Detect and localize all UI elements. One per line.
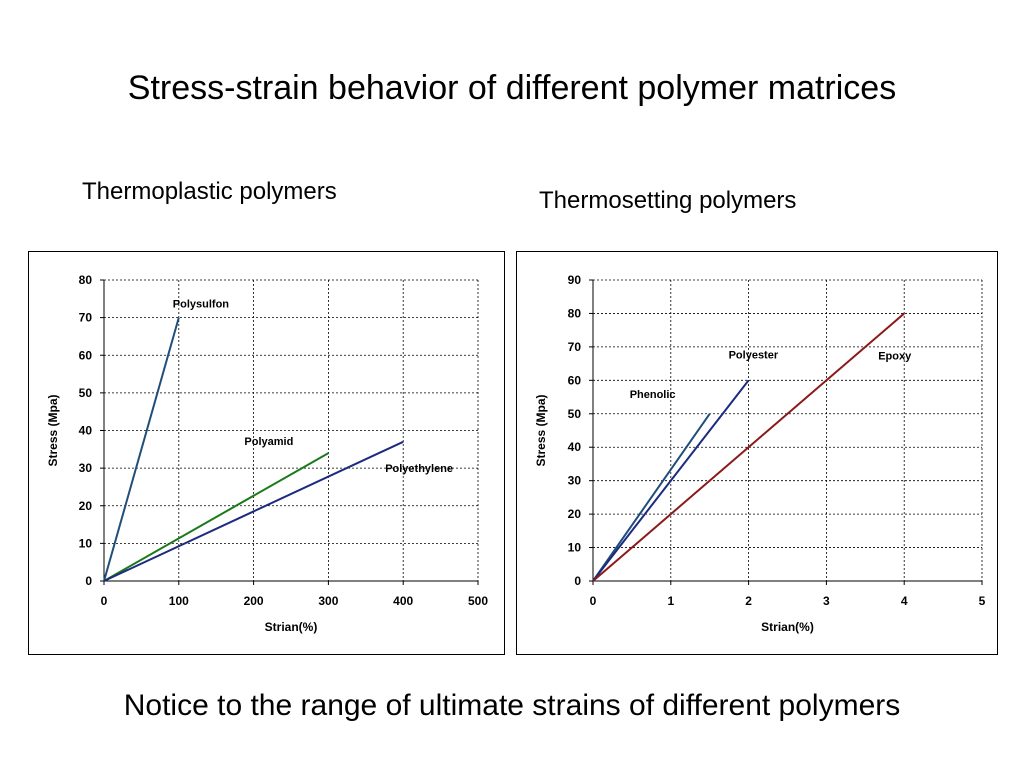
x-axis-label: Strian(%) xyxy=(265,620,318,634)
thermoplastic-chart: 0 100 200 300 400 500 0 10 20 30 40 50 60 70 80 Strian(… xyxy=(46,273,488,634)
series-line-polyester xyxy=(592,379,750,582)
y-axis-label: Stress (Mpa) xyxy=(534,394,548,466)
x-tick-label: 1 xyxy=(667,594,674,608)
y-tick-label: 50 xyxy=(79,386,93,400)
series-line-polyamid xyxy=(103,452,329,582)
y-tick-label: 40 xyxy=(568,440,582,454)
thermosetting-chart: 0 1 2 3 4 50102030405060708090Strian(%)Stress… xyxy=(534,273,986,634)
y-tick-label: 60 xyxy=(568,373,582,387)
series-line-phenolic xyxy=(592,413,711,582)
y-tick-label: 10 xyxy=(79,536,93,550)
x-tick-label: 300 xyxy=(318,594,338,608)
x-tick-label: 5 xyxy=(979,594,986,608)
y-tick-label: 90 xyxy=(568,273,582,287)
chart-title-thermosetting: Thermosetting polymers xyxy=(539,187,797,214)
y-tick-label: 30 xyxy=(79,461,93,475)
y-tick-label: 80 xyxy=(568,306,582,320)
y-tick-label: 20 xyxy=(79,499,93,513)
footer-note: Notice to the range of ultimate strains … xyxy=(123,689,901,722)
series-label-polyester: Polyester xyxy=(729,349,779,361)
x-tick-label: 4 xyxy=(901,594,908,608)
series-label-epoxy: Epoxy xyxy=(878,350,912,362)
y-tick-label: 40 xyxy=(79,424,93,438)
x-tick-label: 200 xyxy=(244,594,264,608)
series-line-epoxy xyxy=(592,312,905,582)
chart-title-thermoplastic: Thermoplastic polymers xyxy=(82,178,337,205)
x-tick-label: 0 xyxy=(590,594,597,608)
y-tick-label: 10 xyxy=(568,541,582,555)
series-line-polysulfon xyxy=(103,317,180,582)
x-tick-label: 500 xyxy=(468,594,488,608)
y-tick-label: 0 xyxy=(574,574,581,588)
y-tick-label: 50 xyxy=(568,407,582,421)
y-tick-label: 70 xyxy=(79,311,93,325)
thermosetting-chart-frame: 0 1 2 3 4 5 0 10 20 30 40 50 60 70 80 90 Strian(%) Stress… xyxy=(516,251,998,655)
series-label-polyethylene: Polyethylene xyxy=(385,463,453,475)
slide-title: Stress-strain behavior of different poly… xyxy=(127,69,897,107)
y-tick-label: 80 xyxy=(79,273,93,287)
x-axis-label: Strian(%) xyxy=(761,620,814,634)
x-tick-label: 400 xyxy=(393,594,413,608)
x-tick-label: 0 xyxy=(101,594,108,608)
y-tick-label: 30 xyxy=(568,474,582,488)
series-line-polyethylene xyxy=(103,440,404,582)
y-tick-label: 70 xyxy=(568,340,582,354)
series-label-polysulfon: Polysulfon xyxy=(173,299,230,311)
x-tick-label: 2 xyxy=(745,594,752,608)
y-axis-label: Stress (Mpa) xyxy=(46,394,60,466)
thermoplastic-chart-frame: 0 100 200 300 400 500 0 10 20 30 40 50 60 70 80 Strian(… xyxy=(28,251,505,655)
series-label-polyamid: Polyamid xyxy=(244,436,293,448)
y-tick-label: 60 xyxy=(79,348,93,362)
y-tick-label: 20 xyxy=(568,507,582,521)
series-label-phenolic: Phenolic xyxy=(630,389,676,401)
x-tick-label: 3 xyxy=(823,594,830,608)
y-tick-label: 0 xyxy=(85,574,92,588)
x-tick-label: 100 xyxy=(169,594,189,608)
